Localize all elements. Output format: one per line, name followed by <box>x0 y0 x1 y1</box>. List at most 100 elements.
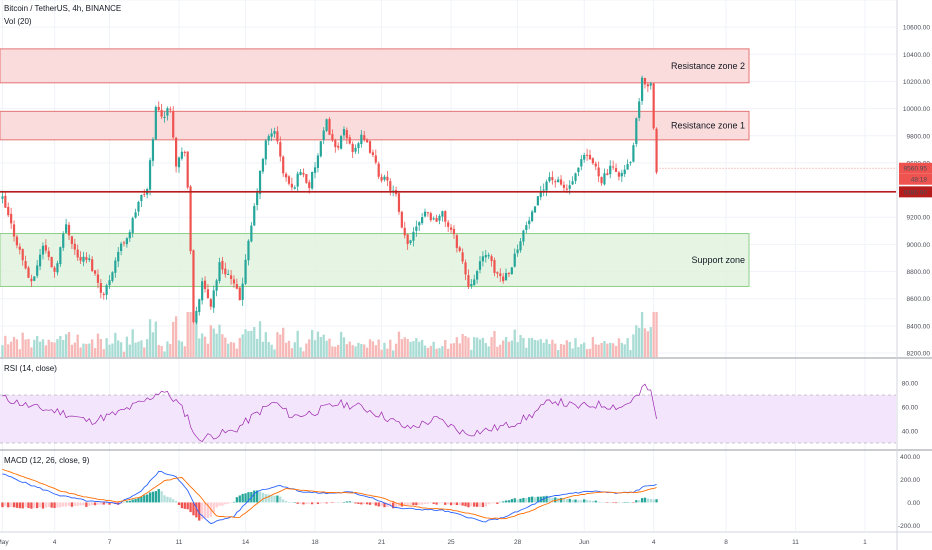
volume-bar <box>15 339 19 357</box>
candle-body <box>389 181 392 191</box>
macd-histogram-bar <box>484 502 487 507</box>
candle-body <box>368 141 372 153</box>
volume-legend[interactable]: Vol (20) <box>4 17 32 26</box>
macd-histogram-bar <box>403 502 406 506</box>
candle-body <box>426 212 430 214</box>
macd-histogram-bar <box>192 502 195 516</box>
macd-histogram-bar <box>134 498 137 503</box>
volume-bar <box>583 342 586 357</box>
macd-histogram-bar <box>629 502 632 503</box>
macd-histogram-bar <box>215 502 218 508</box>
volume-bar <box>635 325 638 357</box>
macd-histogram-bar <box>588 500 592 503</box>
candle-body <box>510 267 513 275</box>
candle-body <box>342 129 346 136</box>
volume-bar <box>229 342 233 357</box>
volume-bar <box>183 346 186 357</box>
volume-bar <box>556 350 560 357</box>
candle-body <box>264 140 267 160</box>
macd-histogram-bar <box>308 502 311 504</box>
macd-histogram-bar <box>105 502 108 504</box>
candle-body <box>334 140 337 148</box>
candle-body <box>253 206 256 226</box>
candle-body <box>241 283 244 300</box>
macd-histogram-bar <box>244 493 247 503</box>
price-tick-label: 8600.00 <box>907 296 931 303</box>
volume-bar <box>394 343 398 357</box>
time-tick-label: 25 <box>447 539 455 546</box>
candle-body <box>339 136 343 149</box>
macd-histogram-bar <box>33 502 36 508</box>
candle-body <box>105 285 108 295</box>
candle-body <box>380 176 383 181</box>
candle-body <box>449 227 453 230</box>
volume-bar <box>632 334 635 357</box>
macd-histogram-bar <box>111 502 114 505</box>
volume-bar <box>522 337 525 357</box>
candle-body <box>203 280 207 289</box>
candle-body <box>59 247 62 265</box>
macd-histogram-bar <box>169 497 172 503</box>
volume-bar <box>293 342 296 357</box>
candle-body <box>525 225 528 231</box>
candle-body <box>290 183 293 188</box>
symbol-legend[interactable]: Bitcoin / TetherUS, 4h, BINANCE <box>4 4 122 13</box>
macd-histogram-bar <box>299 502 302 504</box>
volume-bar <box>444 339 447 357</box>
macd-histogram-bar <box>198 502 201 521</box>
candle-body <box>458 247 461 251</box>
candle-body <box>470 284 473 286</box>
candle-body <box>415 226 418 231</box>
macd-histogram-bar <box>108 502 111 505</box>
volume-bar <box>143 347 146 357</box>
macd-histogram-bar <box>614 502 618 504</box>
volume-bar <box>429 345 432 357</box>
volume-bar <box>151 332 155 357</box>
macd-histogram-bar <box>296 502 299 504</box>
macd-histogram-bar <box>302 502 305 505</box>
candle-body <box>258 170 262 194</box>
macd-histogram-bar <box>122 501 126 503</box>
volume-bar <box>432 341 435 357</box>
macd-histogram-bar <box>609 502 612 503</box>
macd-histogram-bar <box>473 502 476 507</box>
candle-body <box>209 299 212 307</box>
countdown-badge-bg <box>899 173 932 185</box>
volume-bar <box>652 312 655 357</box>
macd-histogram-bar <box>643 497 647 503</box>
volume-bar <box>609 342 612 357</box>
volume-bar <box>296 330 299 357</box>
candle-body <box>62 233 65 248</box>
volume-bar <box>82 343 85 357</box>
macd-histogram-bar <box>305 502 308 505</box>
macd-legend[interactable]: MACD (12, 26, close, 9) <box>4 456 90 465</box>
support-zone <box>0 233 750 287</box>
macd-histogram-bar <box>125 501 129 503</box>
candle-body <box>82 256 85 262</box>
price-tick-label: 8800.00 <box>907 269 931 276</box>
volume-bar <box>64 334 68 357</box>
macd-histogram-bar <box>174 501 178 503</box>
candle-body <box>403 227 406 236</box>
macd-histogram-bar <box>600 501 603 503</box>
candle-body <box>12 224 16 237</box>
volume-bar <box>418 341 421 357</box>
volume-bar <box>148 319 152 357</box>
volume-bar <box>342 337 346 357</box>
candle-body <box>50 256 53 268</box>
candle-body <box>244 259 247 284</box>
volume-bar <box>299 347 302 357</box>
macd-tick-label: 400.00 <box>900 454 920 461</box>
macd-histogram-bar <box>501 501 505 503</box>
volume-bar <box>580 344 583 357</box>
volume-bar <box>516 342 519 357</box>
macd-histogram-bar <box>195 502 198 518</box>
candle-body <box>559 179 563 185</box>
candle-body <box>640 77 644 101</box>
rsi-legend[interactable]: RSI (14, close) <box>4 364 57 373</box>
price-tick-label: 10600.00 <box>903 25 930 32</box>
candle-body <box>111 272 114 281</box>
candle-body <box>53 267 56 272</box>
volume-bar <box>351 345 354 357</box>
